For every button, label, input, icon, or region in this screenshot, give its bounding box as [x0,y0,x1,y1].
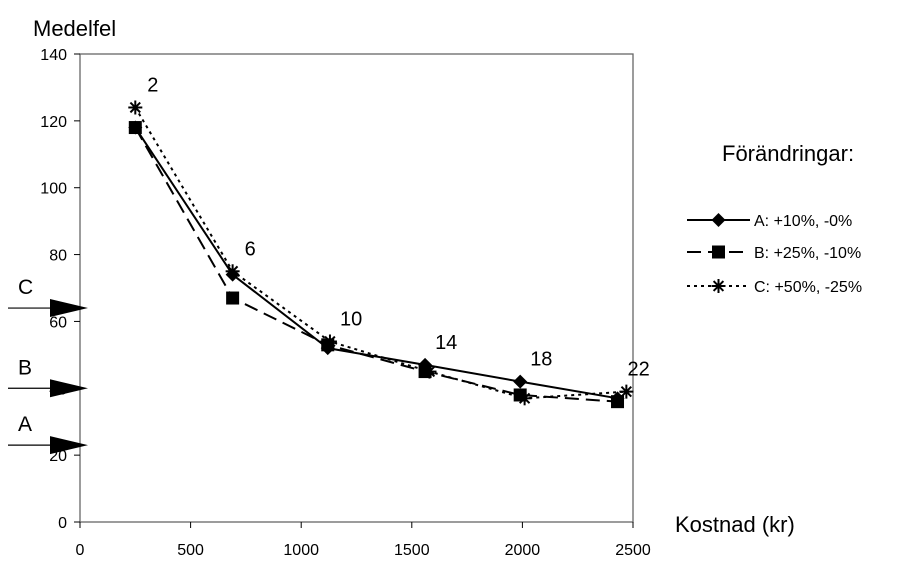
plot-area: 0204060801001201400500100015002000250026… [8,47,862,559]
legend-entry: B: +25%, -10% [687,245,861,262]
data-point [611,395,625,409]
legend-label: B: +25%, -10% [754,245,861,262]
y-tick-label: 60 [49,314,67,331]
asterisk-stroke [227,265,239,277]
point-annotation: 10 [340,308,362,330]
x-tick-label: 0 [76,542,85,559]
data-point [517,391,532,406]
point-annotation: 14 [435,332,457,354]
data-point [226,291,240,305]
legend-marker [711,213,726,227]
asterisk-stroke [324,335,336,348]
asterisk-stroke [620,386,632,398]
reference-arrow: C [8,276,88,318]
asterisk-stroke [519,392,531,404]
point-annotation: 22 [628,359,650,381]
x-axis-label: Kostnad (kr) [675,512,795,537]
legend-title: Förändringar: [722,141,854,166]
y-tick-label: 120 [40,114,67,131]
data-point [128,100,143,115]
asterisk-stroke [712,280,725,292]
reference-label: A [18,413,32,436]
series-line [134,106,627,400]
y-axis-label: Medelfel [33,16,116,41]
legend-entry: C: +50%, -25% [687,279,862,296]
y-tick-label: 80 [49,248,67,265]
reference-label: C [18,276,33,299]
plot-frame [79,53,634,523]
reference-arrow: B [8,356,88,398]
x-tick-label: 1500 [394,542,430,559]
data-point [128,121,142,135]
y-tick-label: 100 [40,181,67,198]
data-point [513,374,528,389]
asterisk-stroke [129,101,141,114]
x-tick-label: 2000 [505,542,541,559]
arrow-head [50,379,88,398]
point-annotation: 6 [245,238,256,260]
y-tick-label: 0 [58,515,67,532]
data-point [619,384,634,399]
reference-label: B [18,356,32,379]
legend-entry: A: +10%, -0% [687,213,852,230]
point-annotation: 18 [530,349,552,371]
x-tick-label: 1000 [283,542,319,559]
legend-label: A: +10%, -0% [754,213,852,230]
legend-label: C: +50%, -25% [754,279,862,296]
series-asterisk [128,100,634,406]
asterisk-stroke [423,365,436,378]
x-tick-label: 500 [177,542,204,559]
data-point [225,264,240,279]
legend-marker [712,245,725,259]
arrow-head [50,436,88,455]
data-point [422,364,437,379]
point-annotation: 2 [147,74,158,96]
arrow-head [50,299,88,318]
y-tick-label: 140 [40,47,67,64]
data-point [322,334,337,349]
reference-arrow: A [8,413,88,455]
legend-marker [711,279,726,293]
x-tick-label: 2500 [615,542,651,559]
series-line [134,127,618,403]
